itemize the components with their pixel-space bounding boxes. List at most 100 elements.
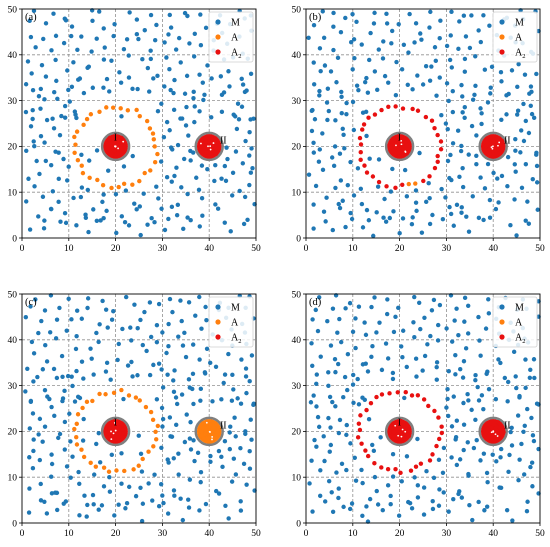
point-M: [200, 213, 205, 218]
point-M: [198, 43, 204, 48]
point-M: [117, 70, 122, 75]
point-M: [449, 339, 455, 344]
point-ring-A2: [409, 393, 415, 398]
point-M: [396, 22, 401, 27]
point-M: [188, 158, 193, 163]
point-ring-A2: [370, 174, 376, 179]
point-cluster: [201, 421, 206, 426]
point-ring-A: [101, 465, 107, 470]
point-M: [126, 75, 132, 80]
point-M: [249, 146, 254, 151]
point-M: [121, 396, 126, 402]
point-M: [248, 71, 254, 76]
point-M: [109, 452, 115, 458]
point-M: [523, 385, 528, 391]
point-M: [156, 301, 162, 307]
point-M: [134, 17, 140, 22]
point-M: [325, 86, 331, 91]
point-M: [499, 117, 504, 122]
point-M: [325, 117, 330, 123]
point-M: [469, 13, 474, 18]
point-M: [375, 184, 381, 189]
point-M: [243, 138, 248, 144]
y-tick-label: 40: [8, 336, 18, 346]
point-M: [444, 405, 449, 410]
point-M: [379, 367, 385, 373]
point-M: [527, 375, 533, 380]
point-M: [97, 460, 103, 465]
point-M: [182, 10, 188, 16]
point-M: [48, 162, 54, 168]
x-tick-label: 50: [535, 529, 545, 539]
point-ring-A: [103, 392, 108, 397]
point-M: [79, 359, 85, 364]
cluster-highlight: [404, 430, 407, 433]
point-M: [476, 314, 481, 320]
point-M: [456, 46, 461, 52]
point-M: [339, 89, 344, 95]
point-M: [340, 126, 345, 131]
point-M: [410, 87, 415, 92]
point-M: [341, 504, 346, 510]
point-M: [243, 374, 249, 379]
point-M: [213, 364, 219, 369]
point-M: [444, 326, 449, 331]
obstacle-I: [100, 416, 131, 447]
point-M: [36, 94, 42, 99]
point-M: [428, 9, 433, 15]
point-M: [534, 180, 540, 185]
point-M: [31, 448, 36, 454]
y-tick-label: 50: [292, 5, 302, 15]
point-M: [53, 490, 58, 495]
point-M: [135, 373, 140, 378]
point-M: [531, 115, 537, 121]
point-M: [201, 97, 206, 103]
point-M: [62, 447, 67, 452]
point-M: [390, 474, 396, 479]
point-M: [532, 375, 537, 381]
point-M: [322, 63, 328, 68]
point-M: [53, 336, 59, 341]
x-tick-label: 10: [348, 529, 358, 539]
point-cluster: [211, 424, 216, 429]
point-M: [147, 372, 153, 378]
point-M: [347, 300, 353, 306]
x-tick-label: 0: [20, 529, 25, 539]
point-M: [94, 330, 99, 336]
point-cluster: [118, 142, 124, 147]
point-M: [132, 201, 137, 206]
point-cluster: [493, 428, 499, 433]
point-ring-A2: [379, 107, 384, 113]
point-M: [35, 374, 40, 380]
point-M: [186, 505, 192, 510]
point-cluster: [391, 429, 397, 435]
point-ring-A: [81, 454, 87, 460]
ring-I: [355, 390, 444, 476]
point-M: [198, 398, 203, 403]
point-M: [455, 128, 461, 133]
point-cluster: [202, 431, 208, 437]
point-M: [412, 334, 417, 340]
point-M: [192, 458, 197, 464]
point-M: [372, 295, 377, 300]
point-M: [195, 450, 201, 456]
point-M: [198, 386, 204, 392]
point-M: [509, 443, 515, 448]
point-M: [192, 104, 197, 109]
point-M: [31, 351, 37, 356]
point-M: [380, 56, 386, 61]
point-M: [107, 489, 113, 494]
point-ring-A2: [421, 397, 427, 402]
point-M: [443, 121, 449, 126]
point-M: [486, 386, 492, 392]
point-M: [404, 194, 410, 199]
point-ring-A2: [439, 424, 444, 429]
point-M: [515, 108, 521, 113]
point-M: [184, 104, 189, 110]
point-cluster: [484, 137, 490, 142]
point-cluster: [403, 140, 408, 145]
point-M: [390, 376, 396, 382]
point-ring-A: [79, 163, 84, 168]
point-M: [415, 483, 421, 488]
